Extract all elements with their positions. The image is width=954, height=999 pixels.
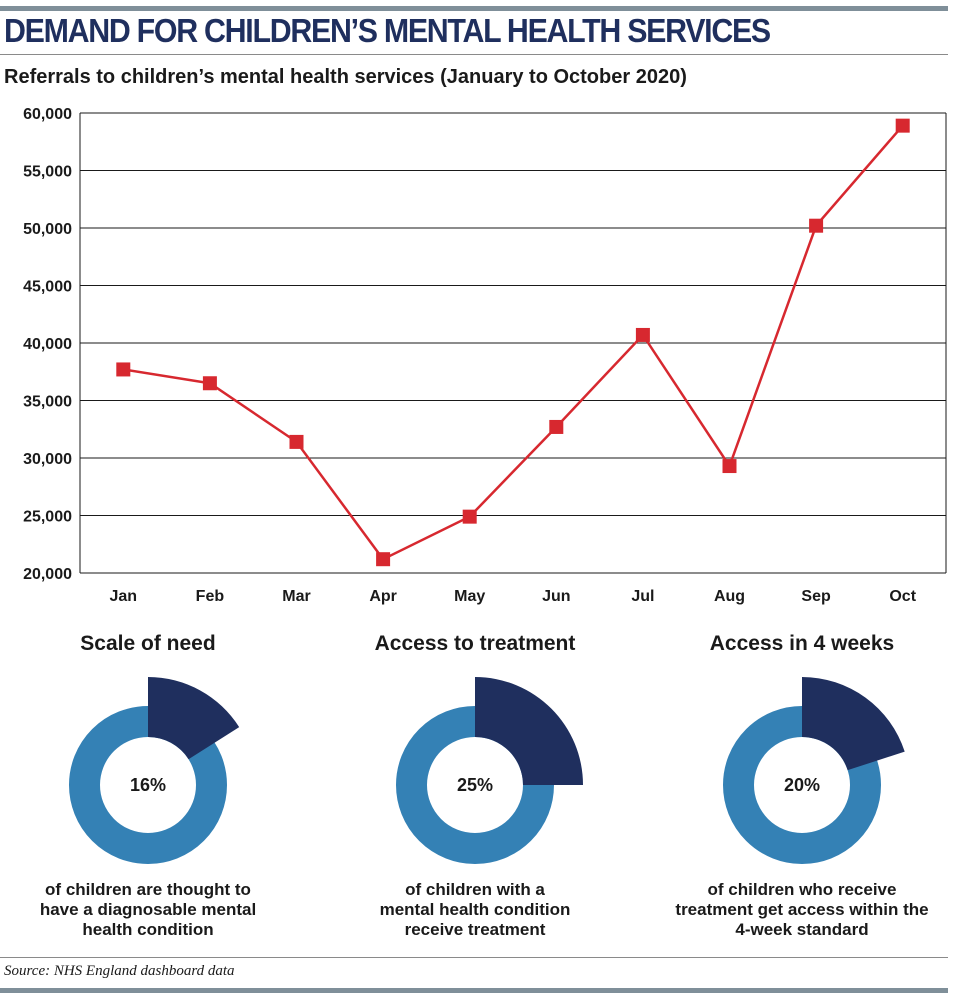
x-tick-label: Jul <box>631 588 654 605</box>
donut-percent-label: 20% <box>784 775 820 795</box>
y-tick-label: 45,000 <box>23 279 72 296</box>
donut-panel-access-to-treatment: Access to treatment 25% of children with… <box>325 628 625 948</box>
x-tick-label: Feb <box>196 588 225 605</box>
donut-title: Access to treatment <box>374 632 576 655</box>
y-tick-label: 50,000 <box>23 221 72 238</box>
data-point-mar <box>289 434 304 449</box>
series-line-group <box>123 124 904 561</box>
donut-title: Access in 4 weeks <box>709 632 895 655</box>
y-axis-labels: 20,000 25,000 30,000 35,000 40,000 45,000 50,0… <box>23 106 72 583</box>
donut-title: Scale of need <box>80 632 216 655</box>
caption-line: of children who receive <box>707 880 897 899</box>
x-tick-label: Apr <box>369 588 397 605</box>
donut-highlight-segment <box>148 677 240 760</box>
caption-line: mental health condition <box>379 900 571 919</box>
caption-line: treatment get access within the <box>675 900 929 919</box>
x-tick-label: Mar <box>282 588 310 605</box>
donut-caption: of children are thought to have a diagno… <box>0 880 298 940</box>
series-line <box>123 124 904 561</box>
data-point-aug <box>722 459 737 474</box>
y-tick-label: 60,000 <box>23 106 72 123</box>
x-tick-label: Aug <box>714 588 745 605</box>
data-point-jan <box>116 362 131 377</box>
source-note: Source: NHS England dashboard data <box>4 963 235 979</box>
donut-highlight-segment <box>802 677 905 771</box>
data-point-sep <box>809 218 824 233</box>
chart-subtitle: Referrals to children’s mental health se… <box>4 66 687 88</box>
data-point-may <box>462 509 477 524</box>
data-point-apr <box>376 552 391 567</box>
x-tick-label: Jan <box>110 588 138 605</box>
data-point-jul <box>635 327 650 342</box>
data-markers <box>116 118 910 567</box>
y-tick-label: 55,000 <box>23 164 72 181</box>
donut-caption: of children who receive treatment get ac… <box>652 880 952 940</box>
donut-panel-scale-of-need: Scale of need 16% of children are though… <box>0 628 298 948</box>
x-axis-labels: Jan Feb Mar Apr May Jun Jul Aug Sep Oct <box>110 588 917 605</box>
y-tick-label: 20,000 <box>23 566 72 583</box>
source-rule <box>0 957 948 958</box>
x-tick-label: Sep <box>801 588 831 605</box>
donut-chart-access-to-treatment: 25% <box>396 677 583 864</box>
data-point-feb <box>202 376 217 391</box>
donut-highlight-segment <box>475 677 583 785</box>
caption-line: have a diagnosable mental <box>39 900 257 919</box>
grid-lines <box>79 112 947 574</box>
donut-percent-label: 25% <box>457 775 493 795</box>
bottom-rule <box>0 988 948 993</box>
caption-line: 4-week standard <box>735 920 869 939</box>
y-tick-label: 30,000 <box>23 451 72 468</box>
caption-line: receive treatment <box>404 920 546 939</box>
donut-chart-scale-of-need: 16% <box>69 677 240 864</box>
caption-line: health condition <box>82 920 214 939</box>
donut-panel-access-in-4-weeks: Access in 4 weeks 20% of children who re… <box>652 628 952 948</box>
caption-line: of children are thought to <box>45 880 251 899</box>
x-tick-label: May <box>454 588 485 605</box>
data-point-oct <box>895 118 910 133</box>
donut-chart-access-in-4-weeks: 20% <box>723 677 905 864</box>
x-tick-label: Oct <box>889 588 916 605</box>
line-chart: 20,000 25,000 30,000 35,000 40,000 45,000 50,0… <box>23 106 947 605</box>
y-tick-label: 35,000 <box>23 394 72 411</box>
donut-caption: of children with a mental health conditi… <box>325 880 625 940</box>
caption-line: of children with a <box>405 880 545 899</box>
data-point-jun <box>549 419 564 434</box>
x-tick-label: Jun <box>542 588 570 605</box>
headline: DEMAND FOR CHILDREN’S MENTAL HEALTH SERV… <box>4 12 771 49</box>
y-tick-label: 25,000 <box>23 509 72 526</box>
headline-rule <box>0 54 948 55</box>
top-rule <box>0 6 948 11</box>
donut-percent-label: 16% <box>130 775 166 795</box>
y-tick-label: 40,000 <box>23 336 72 353</box>
